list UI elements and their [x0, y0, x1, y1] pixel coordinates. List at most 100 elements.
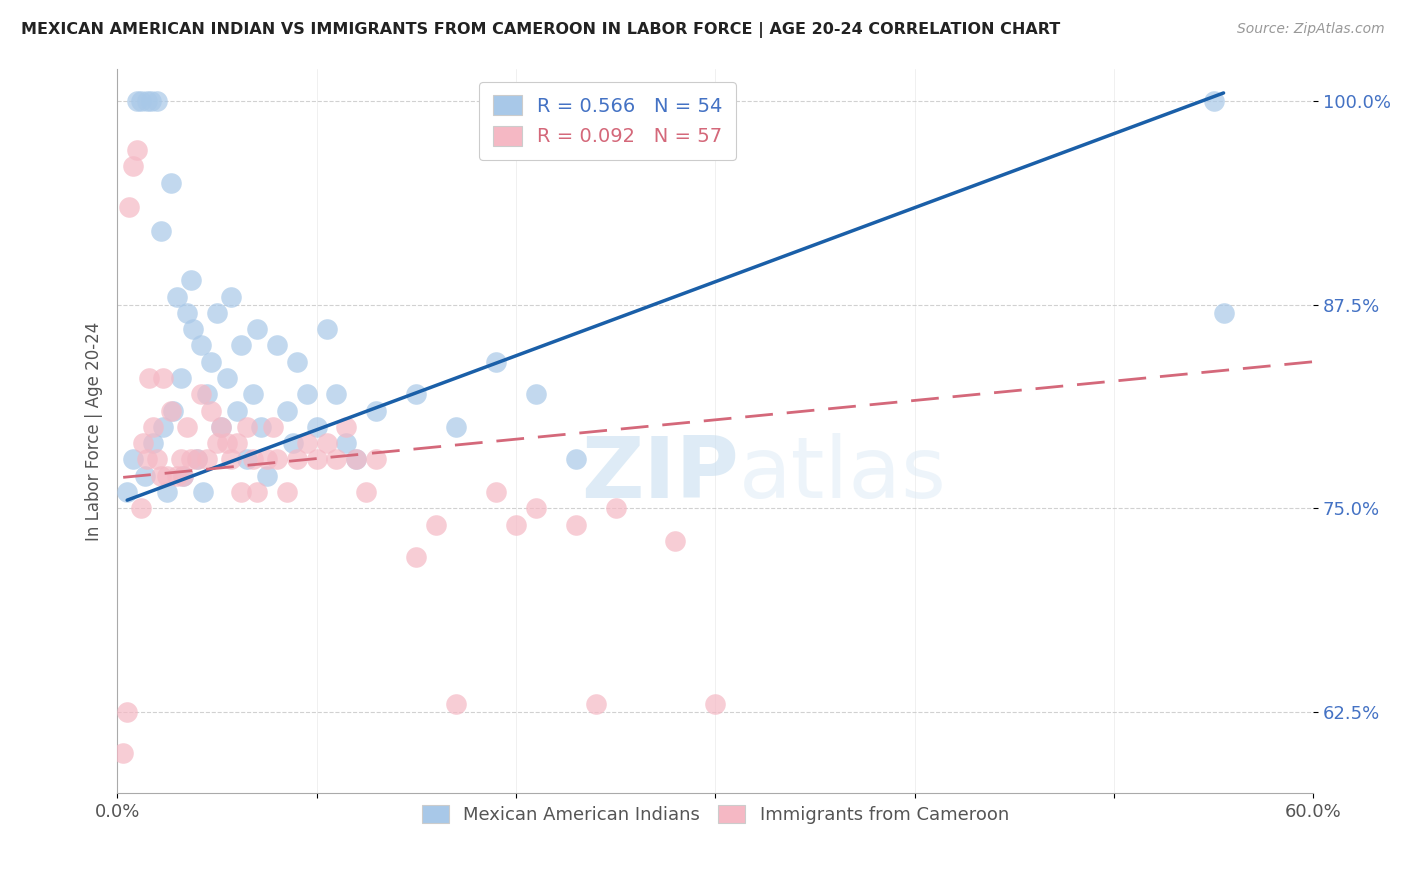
Point [127, 143, 149, 157]
Point [134, 468, 156, 483]
Point [305, 452, 328, 467]
Point [564, 517, 586, 532]
Point [246, 485, 269, 500]
Point [181, 322, 204, 336]
Point [195, 387, 218, 401]
Point [186, 452, 208, 467]
Point [664, 533, 686, 548]
Point [142, 436, 165, 450]
Point [524, 501, 547, 516]
Point [122, 159, 145, 173]
Point [166, 289, 188, 303]
Point [225, 436, 247, 450]
Point [205, 436, 228, 450]
Point [205, 306, 228, 320]
Point [162, 403, 184, 417]
Point [585, 697, 607, 711]
Point [262, 420, 284, 434]
Point [285, 452, 308, 467]
Point [115, 485, 138, 500]
Point [215, 371, 238, 385]
Point [325, 387, 347, 401]
Point [236, 420, 259, 434]
Point [132, 436, 155, 450]
Point [191, 485, 214, 500]
Point [276, 485, 298, 500]
Point [335, 436, 357, 450]
Point [180, 452, 202, 467]
Point [122, 452, 145, 467]
Point [139, 94, 162, 108]
Point [256, 468, 278, 483]
Point [704, 697, 727, 711]
Point [112, 746, 135, 760]
Point [335, 420, 357, 434]
Point [564, 452, 586, 467]
Point [405, 550, 427, 565]
Point [176, 420, 198, 434]
Point [142, 420, 165, 434]
Point [229, 338, 252, 352]
Point [190, 338, 212, 352]
Point [138, 371, 160, 385]
Point [229, 485, 252, 500]
Point [524, 387, 547, 401]
Legend: Mexican American Indians, Immigrants from Cameroon: Mexican American Indians, Immigrants fro… [411, 794, 1019, 835]
Point [180, 273, 202, 287]
Point [209, 420, 232, 434]
Point [172, 468, 194, 483]
Point [160, 403, 183, 417]
Point [195, 452, 218, 467]
Point [366, 452, 388, 467]
Point [315, 436, 337, 450]
Point [305, 420, 328, 434]
Point [136, 94, 159, 108]
Point [209, 420, 232, 434]
Point [136, 452, 159, 467]
Point [186, 452, 208, 467]
Text: ZIP: ZIP [582, 433, 740, 516]
Text: atlas: atlas [740, 433, 948, 516]
Text: Source: ZipAtlas.com: Source: ZipAtlas.com [1237, 22, 1385, 37]
Point [115, 705, 138, 719]
Point [176, 306, 198, 320]
Point [129, 94, 152, 108]
Point [242, 387, 264, 401]
Point [118, 200, 141, 214]
Point [485, 485, 508, 500]
Point [256, 452, 278, 467]
Point [505, 517, 527, 532]
Point [285, 355, 308, 369]
Point [166, 468, 188, 483]
Y-axis label: In Labor Force | Age 20-24: In Labor Force | Age 20-24 [86, 321, 103, 541]
Point [344, 452, 367, 467]
Point [295, 387, 318, 401]
Point [266, 452, 288, 467]
Text: MEXICAN AMERICAN INDIAN VS IMMIGRANTS FROM CAMEROON IN LABOR FORCE | AGE 20-24 C: MEXICAN AMERICAN INDIAN VS IMMIGRANTS FR… [21, 22, 1060, 38]
Point [219, 452, 242, 467]
Point [150, 224, 173, 238]
Point [356, 485, 378, 500]
Point [444, 697, 467, 711]
Point [150, 468, 173, 483]
Point [156, 485, 179, 500]
Point [605, 501, 627, 516]
Point [425, 517, 447, 532]
Point [152, 420, 174, 434]
Point [170, 371, 193, 385]
Point [295, 436, 318, 450]
Point [172, 468, 194, 483]
Point [152, 371, 174, 385]
Point [325, 452, 347, 467]
Point [215, 436, 238, 450]
Point [444, 420, 467, 434]
Point [276, 403, 298, 417]
Point [236, 452, 259, 467]
Point [249, 420, 271, 434]
Point [200, 355, 222, 369]
Point [129, 501, 152, 516]
Point [344, 452, 367, 467]
Point [1202, 94, 1225, 108]
Point [242, 452, 264, 467]
Point [1212, 306, 1234, 320]
